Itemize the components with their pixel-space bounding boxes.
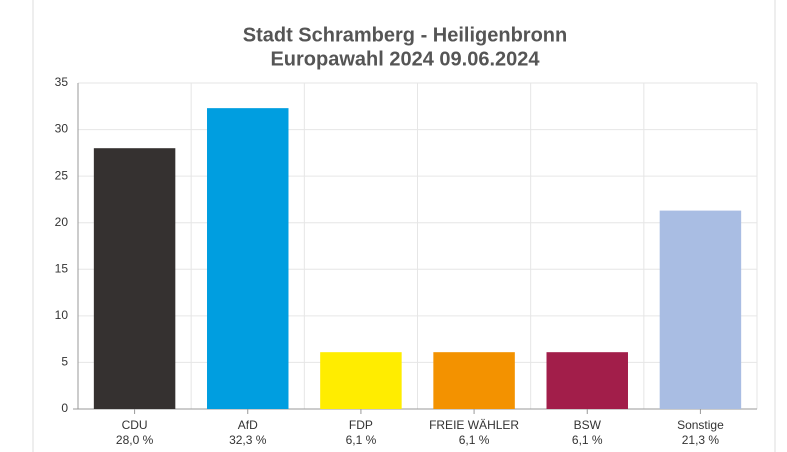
x-tick-label: FDP xyxy=(349,418,373,432)
bar xyxy=(659,210,742,409)
y-tick-label: 0 xyxy=(61,401,68,415)
value-label: 6,1 % xyxy=(459,433,490,447)
value-label: 21,3 % xyxy=(682,433,720,447)
value-label: 28,0 % xyxy=(116,433,154,447)
bar xyxy=(93,148,176,409)
y-tick-label: 15 xyxy=(55,261,69,275)
bar xyxy=(433,352,515,409)
y-tick-label: 10 xyxy=(55,308,69,322)
bar xyxy=(207,108,289,410)
y-tick-label: 20 xyxy=(55,215,69,229)
bar xyxy=(546,352,628,409)
y-tick-label: 35 xyxy=(55,75,69,89)
x-tick-label: AfD xyxy=(238,418,258,432)
x-tick-label: CDU xyxy=(122,418,148,432)
value-label: 32,3 % xyxy=(229,433,267,447)
y-tick-label: 30 xyxy=(55,122,69,136)
chart-subtitle: Europawahl 2024 09.06.2024 xyxy=(270,48,540,70)
y-tick-label: 25 xyxy=(55,168,69,182)
chart-title: Stadt Schramberg - Heiligenbronn xyxy=(243,24,567,46)
value-label: 6,1 % xyxy=(346,433,377,447)
value-label: 6,1 % xyxy=(572,433,603,447)
bar xyxy=(320,352,402,409)
y-tick-label: 5 xyxy=(61,355,68,369)
x-tick-label: FREIE WÄHLER xyxy=(429,418,519,432)
x-tick-label: Sonstige xyxy=(677,418,724,432)
x-tick-label: BSW xyxy=(574,418,602,432)
